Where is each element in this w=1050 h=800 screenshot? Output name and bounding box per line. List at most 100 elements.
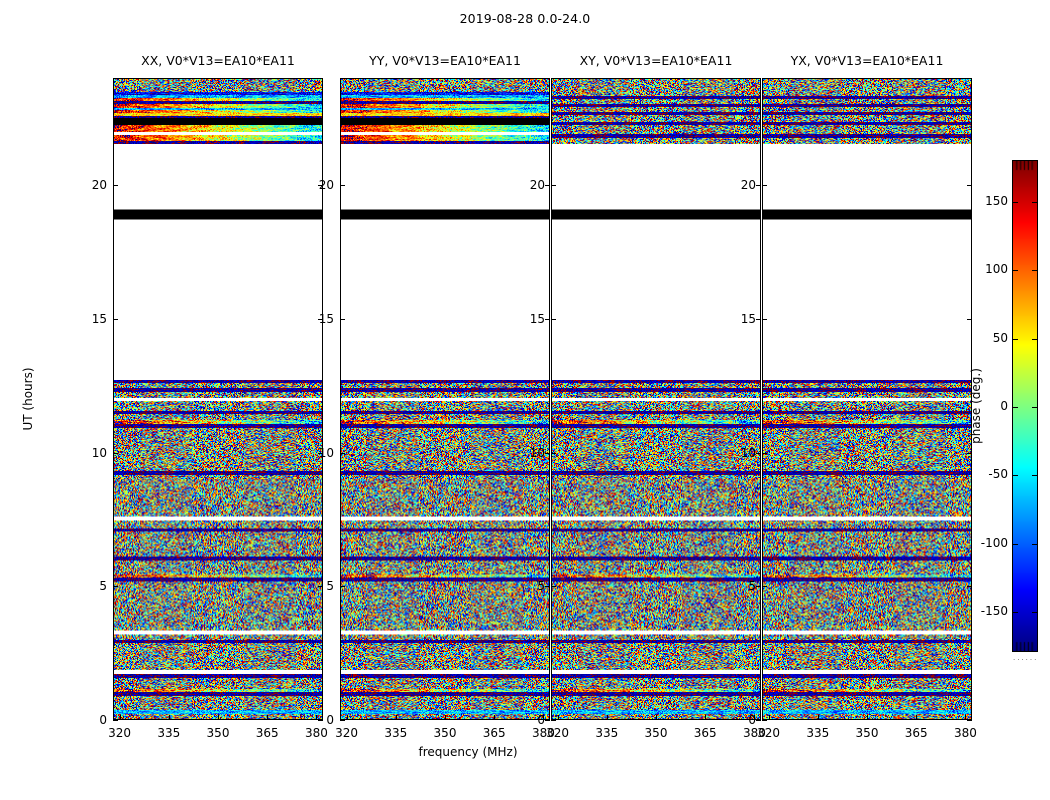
y-tick-mark bbox=[967, 185, 972, 186]
colorbar-tick-label: 100 bbox=[985, 262, 1008, 277]
y-tick-label: 20 bbox=[740, 178, 756, 192]
y-tick-label: 0 bbox=[537, 713, 545, 727]
y-tick-mark bbox=[545, 586, 550, 588]
y-tick-label: 0 bbox=[326, 713, 334, 727]
colorbar-tick-mark bbox=[1032, 338, 1037, 340]
panel-yy[interactable]: YY, V0*V13=EA10*EA11 0 5 10 15 20 320 335 350 36… bbox=[319, 53, 555, 740]
colorbar-tick-mark bbox=[1032, 612, 1037, 613]
x-tick-label: 350 bbox=[206, 726, 230, 740]
y-tick-label: 5 bbox=[99, 579, 107, 594]
colorbar[interactable] bbox=[1012, 160, 1038, 652]
x-tick-label: 380 bbox=[742, 726, 766, 740]
y-tick-mark bbox=[551, 452, 556, 454]
heatmap-image-yy bbox=[341, 79, 549, 719]
y-tick-label: 10 bbox=[740, 445, 756, 460]
x-tick-label: 365 bbox=[693, 726, 717, 740]
colorbar-tick-mark bbox=[1032, 407, 1037, 408]
y-tick-label: 20 bbox=[91, 178, 107, 192]
y-tick-mark bbox=[762, 720, 767, 721]
x-tick-mark bbox=[705, 715, 707, 720]
x-tick-label: 320 bbox=[757, 726, 781, 740]
heatmap-image-yx bbox=[763, 79, 971, 719]
colorbar-tick-mark bbox=[1013, 407, 1018, 408]
axes-yy[interactable] bbox=[340, 78, 550, 720]
y-tick-label: 5 bbox=[326, 579, 334, 594]
y-tick-label: 10 bbox=[529, 445, 545, 460]
colorbar-tick-mark bbox=[1013, 202, 1018, 203]
y-tick-mark bbox=[545, 452, 550, 454]
x-tick-mark bbox=[543, 715, 545, 720]
x-tick-mark bbox=[445, 715, 446, 720]
colorbar-tick-mark bbox=[1032, 270, 1037, 272]
x-tick-label: 380 bbox=[304, 726, 328, 740]
y-tick-mark bbox=[113, 586, 118, 588]
x-tick-mark bbox=[346, 715, 348, 720]
x-tick-label: 365 bbox=[482, 726, 506, 740]
y-tick-label: 0 bbox=[99, 713, 107, 727]
y-tick-label: 5 bbox=[748, 579, 756, 594]
colorbar-tick-mark bbox=[1013, 475, 1018, 477]
y-tick-mark bbox=[340, 452, 345, 454]
y-tick-mark bbox=[762, 452, 767, 454]
y-tick-mark bbox=[113, 452, 118, 454]
colorbar-tick-label: -100 bbox=[980, 535, 1008, 550]
y-tick-mark bbox=[967, 586, 972, 588]
colorbar-tick-mark bbox=[1013, 612, 1018, 613]
figure-suptitle: 2019-08-28 0.0-24.0 bbox=[459, 11, 591, 26]
y-tick-mark bbox=[340, 720, 345, 721]
y-tick-mark bbox=[762, 586, 767, 588]
panel-xx[interactable]: XX, V0*V13=EA10*EA11 0 5 10 15 20 320 335 350 36… bbox=[92, 53, 328, 740]
x-tick-mark bbox=[168, 715, 170, 720]
axes-xx[interactable] bbox=[113, 78, 323, 720]
colorbar-tick-label: -150 bbox=[980, 604, 1008, 618]
y-tick-mark bbox=[756, 452, 761, 454]
x-tick-label: 365 bbox=[255, 726, 279, 740]
colorbar-tick-label: -50 bbox=[988, 467, 1008, 482]
y-tick-mark bbox=[762, 318, 767, 320]
heatmap-image-xx bbox=[114, 79, 322, 719]
colorbar-under-dots: ...... bbox=[1013, 654, 1039, 662]
y-tick-mark bbox=[545, 185, 550, 186]
heatmap-image-xy bbox=[552, 79, 760, 719]
y-tick-mark bbox=[967, 720, 972, 721]
x-tick-label: 335 bbox=[806, 726, 830, 740]
x-tick-mark bbox=[768, 715, 770, 720]
x-tick-mark bbox=[867, 715, 868, 720]
y-tick-mark bbox=[762, 185, 767, 186]
colorbar-tick-label: 50 bbox=[992, 330, 1008, 345]
colorbar-tick-mark bbox=[1013, 543, 1018, 545]
panel-title-yx: YX, V0*V13=EA10*EA11 bbox=[790, 53, 944, 68]
x-tick-mark bbox=[606, 715, 608, 720]
y-tick-mark bbox=[967, 318, 972, 320]
x-tick-label: 380 bbox=[953, 726, 977, 740]
panel-xy[interactable]: XY, V0*V13=EA10*EA11 0 5 10 15 20 320 335 350 36… bbox=[530, 53, 766, 740]
y-tick-label: 15 bbox=[91, 311, 107, 326]
panel-yx[interactable]: YX, V0*V13=EA10*EA11 0 5 10 15 20 320 335 350 36… bbox=[741, 53, 977, 740]
x-tick-mark bbox=[119, 715, 121, 720]
y-tick-mark bbox=[756, 318, 761, 320]
x-tick-label: 335 bbox=[595, 726, 619, 740]
x-tick-mark bbox=[965, 715, 967, 720]
x-tick-label: 365 bbox=[904, 726, 928, 740]
x-tick-label: 380 bbox=[531, 726, 555, 740]
x-tick-mark bbox=[267, 715, 269, 720]
y-tick-mark bbox=[756, 185, 761, 186]
x-axis-label-text: frequency (MHz) bbox=[418, 745, 518, 759]
y-tick-mark bbox=[113, 318, 118, 320]
y-tick-mark bbox=[318, 185, 323, 186]
panel-title-xx: XX, V0*V13=EA10*EA11 bbox=[141, 53, 295, 68]
y-tick-mark bbox=[113, 185, 118, 186]
y-tick-mark bbox=[551, 720, 556, 721]
x-tick-label: 320 bbox=[546, 726, 570, 740]
x-tick-mark bbox=[494, 715, 496, 720]
axes-yx[interactable] bbox=[762, 78, 972, 720]
y-tick-mark bbox=[318, 452, 323, 454]
x-tick-mark bbox=[557, 715, 559, 720]
x-tick-mark bbox=[916, 715, 918, 720]
axes-xy[interactable] bbox=[551, 78, 761, 720]
x-tick-mark bbox=[754, 715, 756, 720]
x-tick-mark bbox=[316, 715, 318, 720]
panel-title-xy: XY, V0*V13=EA10*EA11 bbox=[579, 53, 733, 68]
y-tick-mark bbox=[756, 586, 761, 588]
